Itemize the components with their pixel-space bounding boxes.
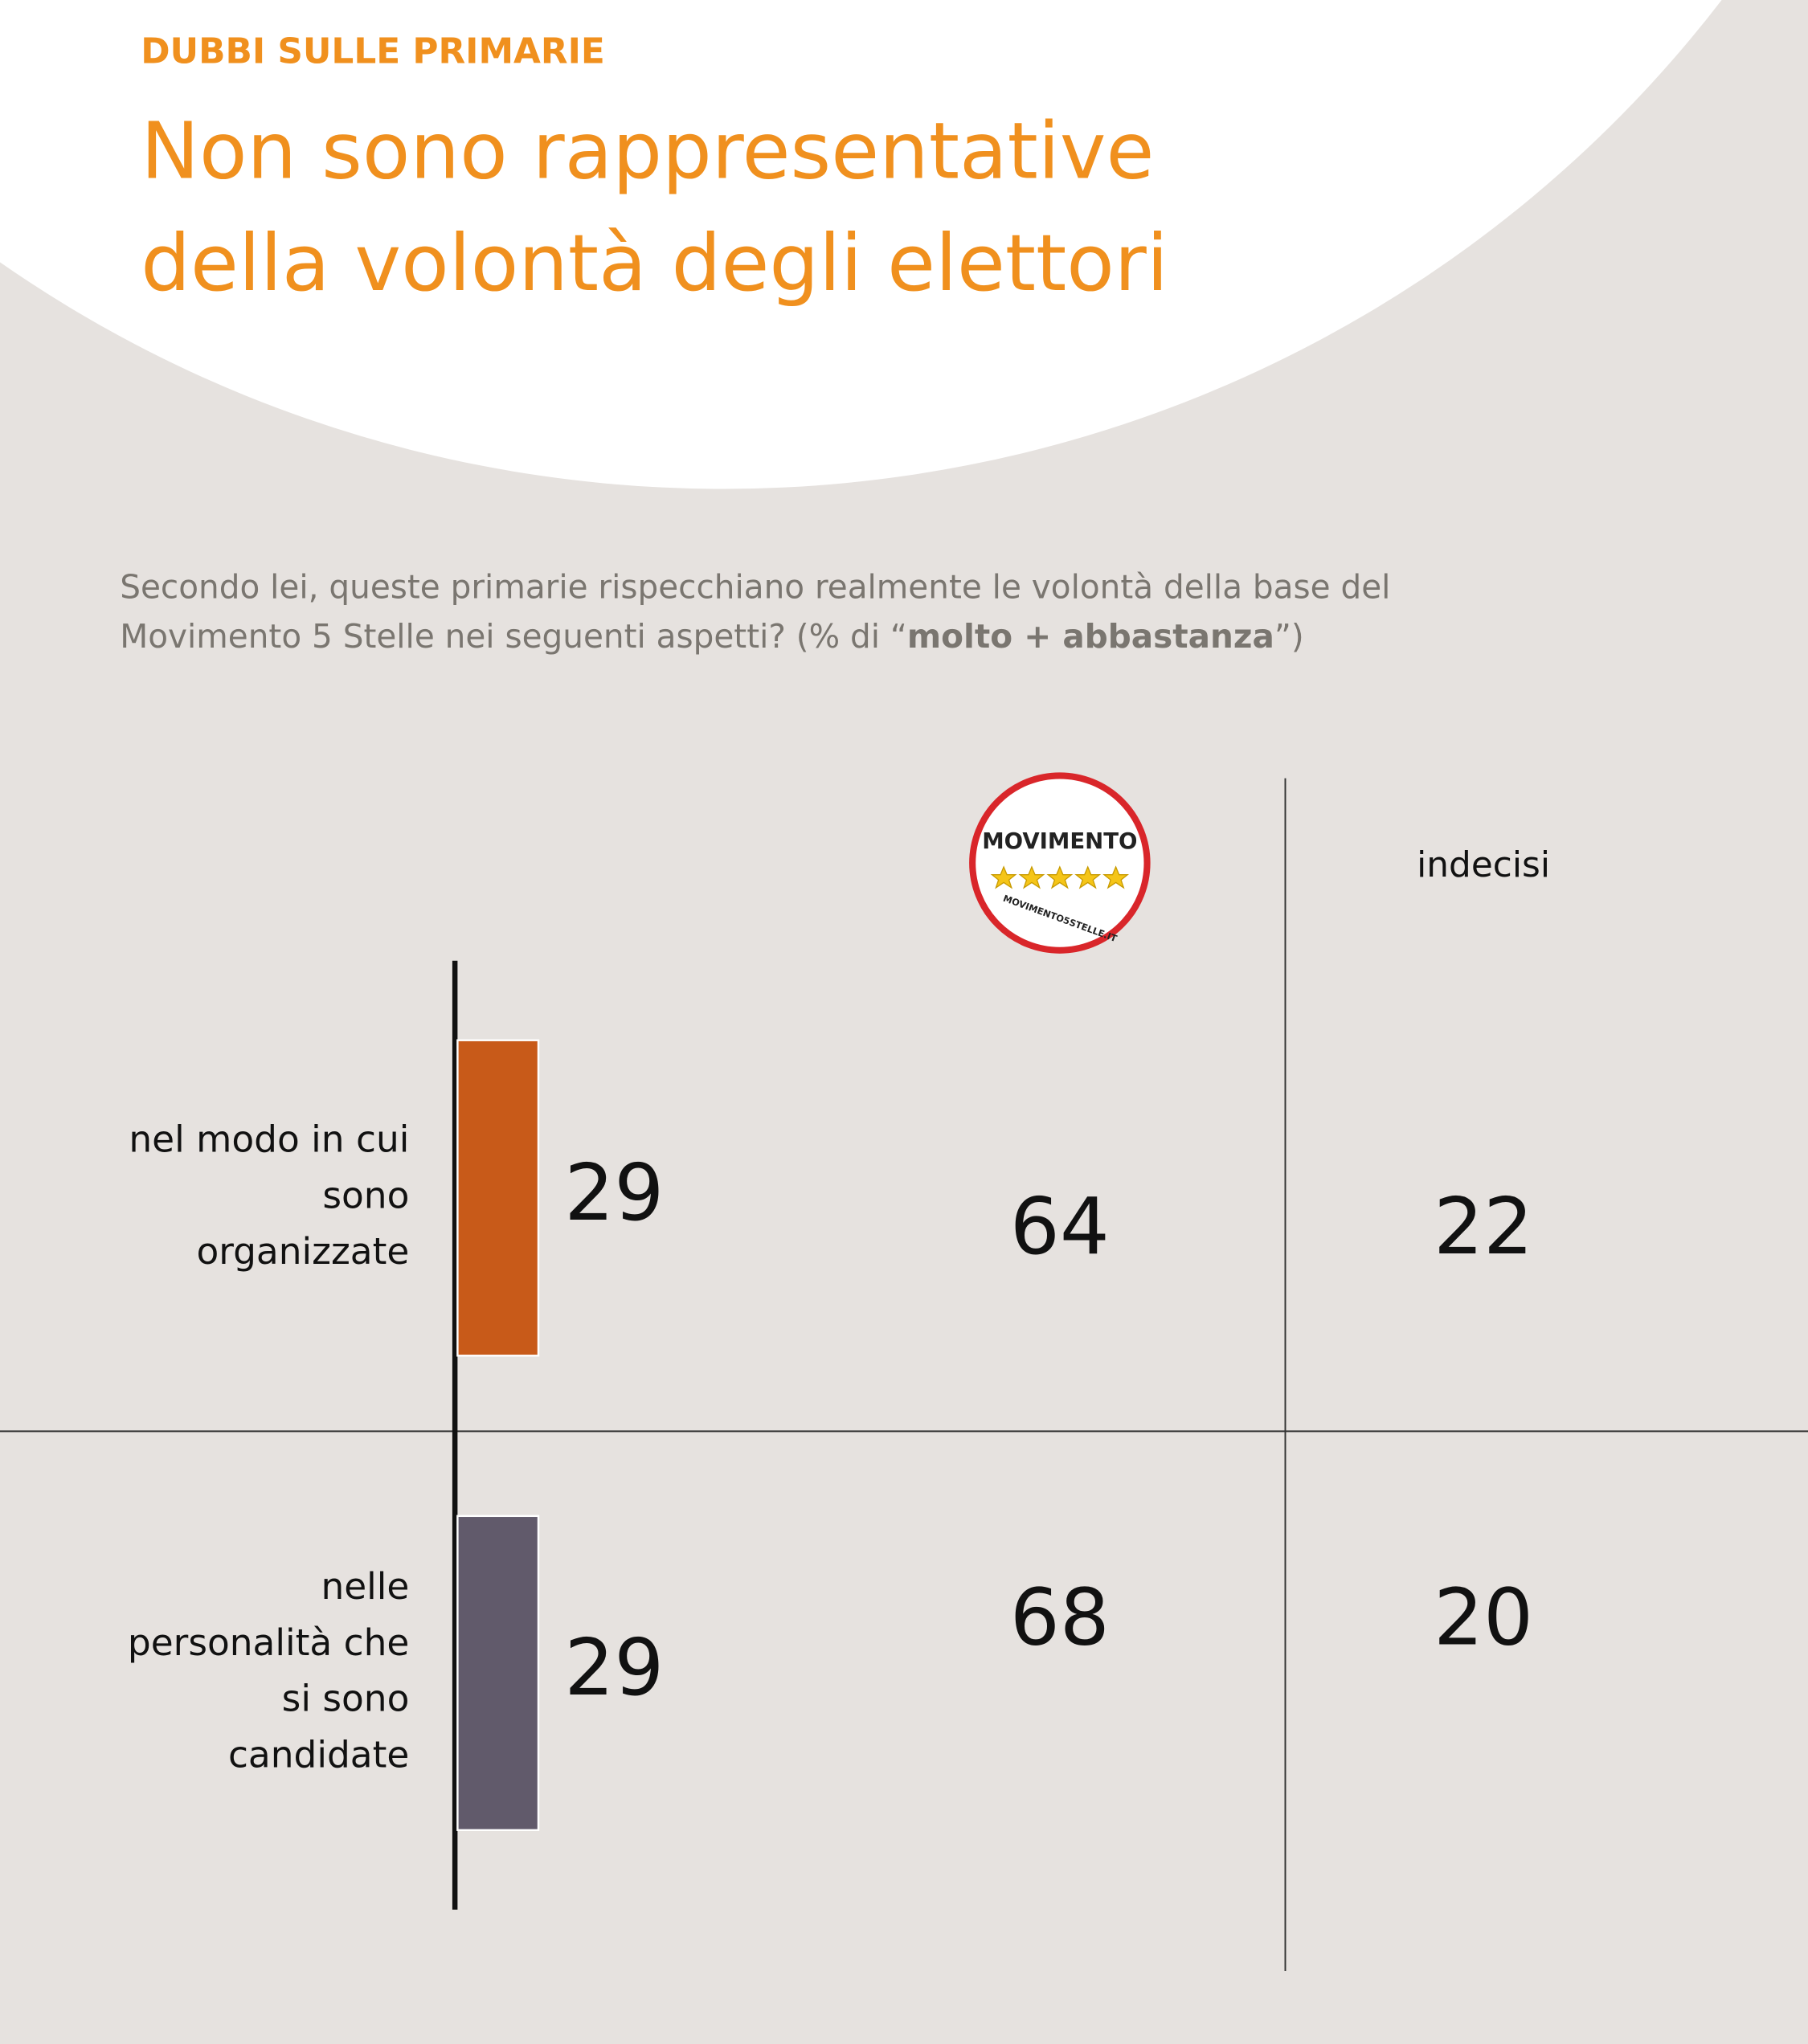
bar: [456, 1515, 540, 1831]
category-label: organizzate: [196, 1230, 409, 1273]
category-label: personalità che: [128, 1621, 409, 1664]
category-label: si sono: [282, 1678, 410, 1720]
party-logo: MOVIMENTO MOVIMENTO5STELLE.IT: [969, 772, 1151, 954]
category-label: candidate: [228, 1733, 409, 1776]
subtitle-part: ”): [1274, 617, 1304, 656]
title-line: Non sono rappresentative: [141, 106, 1154, 197]
column-header: indecisi: [1417, 844, 1550, 885]
kicker: DUBBI SULLE PRIMARIE: [141, 31, 605, 72]
category-label: nel modo in cui: [129, 1118, 409, 1161]
subtitle-part: Movimento 5 Stelle nei seguenti aspetti?…: [120, 617, 907, 656]
column-value: 68: [1010, 1572, 1110, 1663]
subtitle-line: Secondo lei, queste primarie rispecchian…: [120, 567, 1390, 606]
column-value: 22: [1434, 1181, 1533, 1272]
subtitle-emphasis: molto + abbastanza: [907, 617, 1274, 656]
category-label: sono: [322, 1174, 409, 1216]
category-label: nelle: [321, 1565, 409, 1608]
logo-stars: [990, 865, 1130, 889]
header-arc: [0, 0, 1722, 489]
logo-ring: [969, 772, 1151, 954]
title-line: della volontà degli elettori: [141, 218, 1168, 309]
subtitle-line: Movimento 5 Stelle nei seguenti aspetti?…: [120, 617, 1303, 656]
bar-value-label: 29: [564, 1622, 664, 1713]
logo-text: MOVIMENTO: [982, 828, 1137, 854]
column-value: 64: [1010, 1181, 1110, 1272]
bar: [456, 1039, 540, 1357]
column-value: 20: [1434, 1572, 1533, 1663]
bar-value-label: 29: [564, 1147, 664, 1238]
